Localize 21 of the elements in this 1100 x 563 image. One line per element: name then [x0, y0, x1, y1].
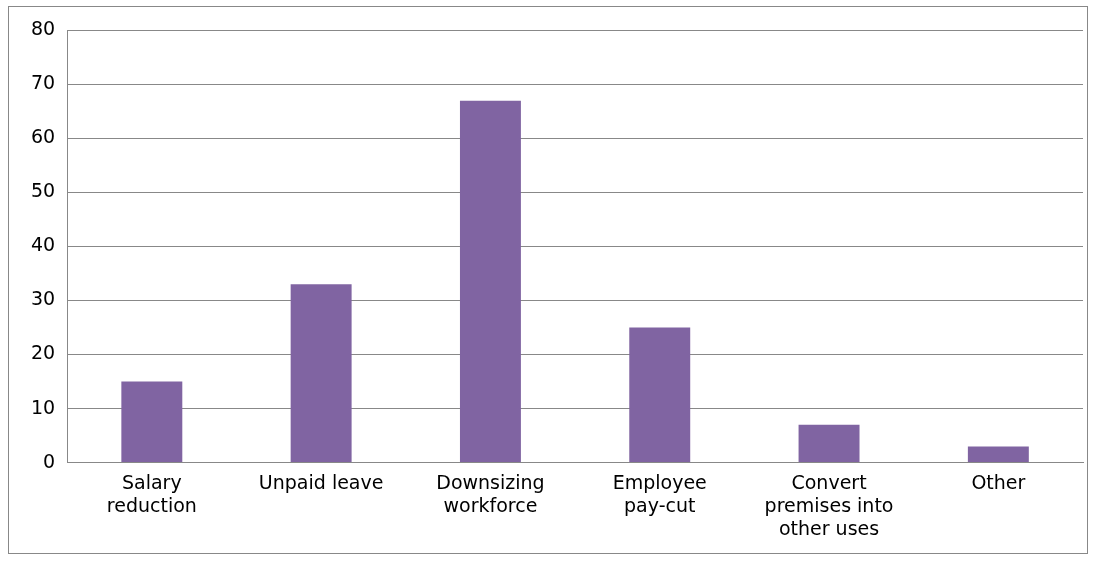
y-tick-label: 0: [43, 449, 56, 472]
x-tick-label: Downsizing workforce: [436, 470, 545, 516]
x-tick-label: Unpaid leave: [258, 470, 384, 493]
bar: [967, 446, 1029, 463]
bar: [290, 284, 352, 463]
y-tick-label: 10: [30, 395, 56, 418]
bar: [798, 424, 860, 463]
x-tick-label: Employee pay-cut: [612, 470, 707, 516]
x-tick-label: Salary reduction: [106, 470, 197, 516]
y-tick-label: 50: [30, 179, 56, 202]
y-tick-label: 20: [30, 341, 56, 364]
x-tick-label: Convert premises into other uses: [764, 470, 894, 539]
y-tick-label: 70: [30, 71, 56, 94]
bar: [629, 327, 691, 463]
x-tick-label: Other: [971, 470, 1026, 493]
bar: [459, 100, 521, 463]
y-tick-label: 40: [30, 233, 56, 256]
y-tick-label: 80: [30, 17, 56, 40]
y-tick-label: 60: [30, 125, 56, 148]
y-tick-label: 30: [30, 287, 56, 310]
bar: [121, 381, 183, 463]
